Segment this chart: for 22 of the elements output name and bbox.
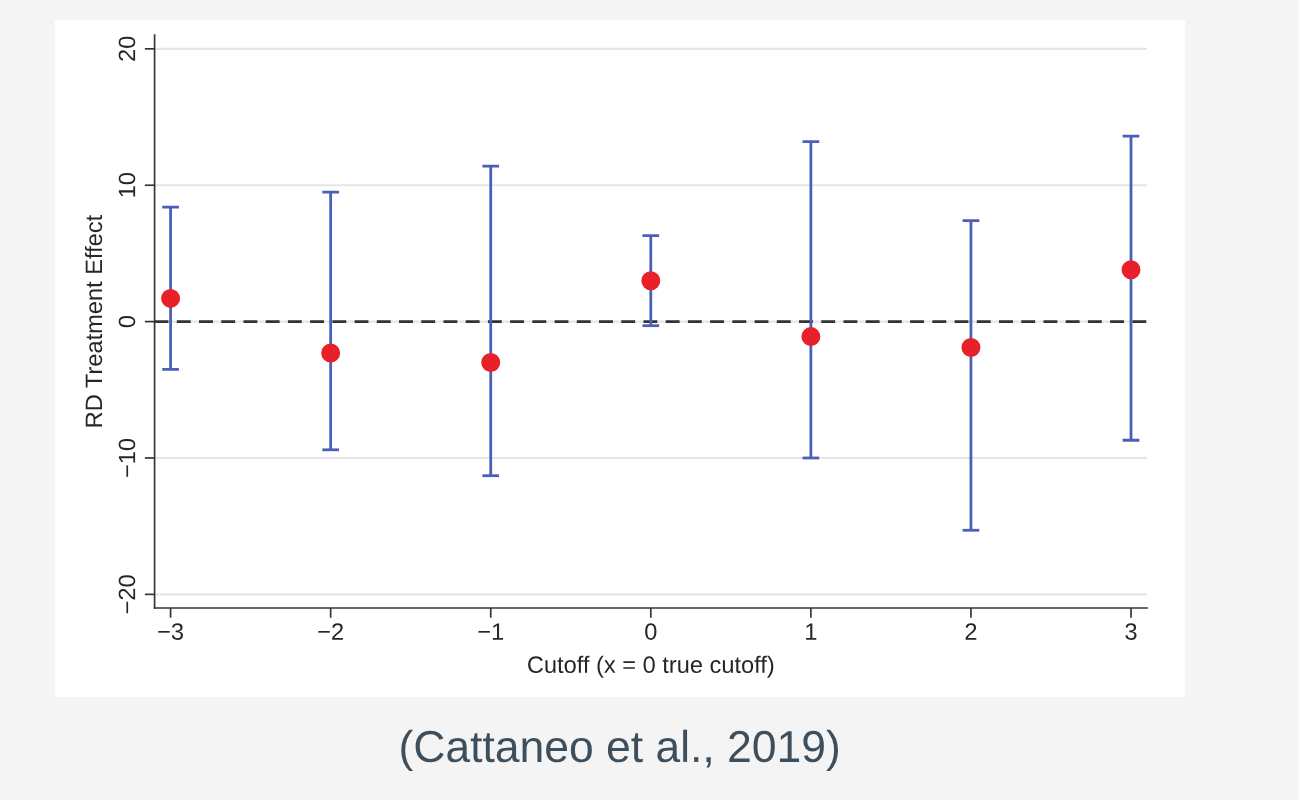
x-tick-label: 0: [645, 623, 657, 640]
x-tick-label: 2: [965, 623, 977, 640]
point: [1121, 260, 1141, 280]
y-tick-label: −10: [118, 438, 136, 477]
point: [481, 353, 501, 373]
point: [801, 327, 821, 347]
x-tick-label: −3: [158, 623, 184, 640]
y-tick-label: −20: [118, 575, 136, 614]
x-axis-title: Cutoff (x = 0 true cutoff): [528, 655, 774, 678]
point: [641, 271, 661, 291]
point: [961, 338, 981, 358]
y-axis-title: RD Treatment Effect: [84, 215, 103, 427]
x-tick-label: 1: [806, 623, 817, 640]
x-tick-label: −2: [318, 623, 343, 640]
x-tick-label: 3: [1125, 623, 1137, 640]
point: [161, 288, 181, 308]
point: [321, 343, 341, 363]
text: (Cattaneo et al., 2019): [401, 729, 839, 772]
x-tick-label: −1: [478, 623, 504, 640]
y-tick-label: 10: [118, 173, 136, 197]
y-tick-label: 0: [118, 315, 136, 328]
y-tick-label: 20: [118, 36, 136, 61]
